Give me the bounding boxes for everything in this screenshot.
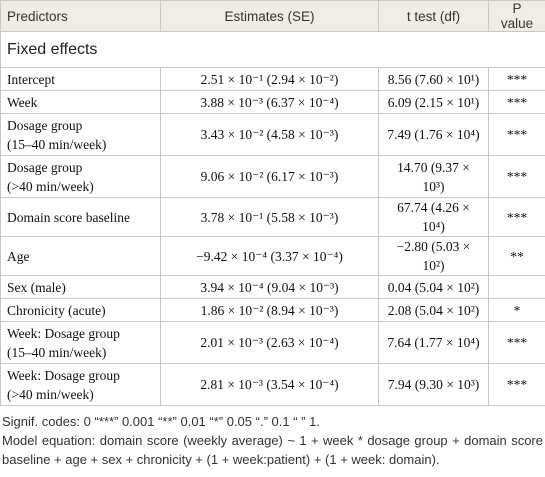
predictor-cell: Week: Dosage group (15–40 min/week) — [0, 321, 161, 364]
t-test-cell: 7.64 (1.77 × 10⁴) — [378, 321, 489, 364]
table-body: Fixed effects Intercept 2.51 × 10⁻¹ (2.94… — [0, 31, 545, 406]
header-cell: P value — [488, 0, 545, 32]
table-row: Age −9.42 × 10⁻⁴ (3.37 × 10⁻⁴) −2.80 (5.03… — [0, 236, 545, 276]
table-row: Dosage group (15–40 min/week) 3.43 × 10⁻²… — [0, 113, 545, 156]
predictor-cell: Sex (male) — [0, 275, 161, 299]
t-test-cell: 7.49 (1.76 × 10⁴) — [378, 113, 489, 156]
estimate-cell: 3.43 × 10⁻² (4.58 × 10⁻³) — [160, 113, 379, 156]
table-row: Domain score baseline 3.78 × 10⁻¹ (5.58 ×… — [0, 197, 545, 237]
t-test-cell: 2.08 (5.04 × 10²) — [378, 298, 489, 322]
estimate-cell: −9.42 × 10⁻⁴ (3.37 × 10⁻⁴) — [160, 236, 379, 276]
estimate-cell: 3.88 × 10⁻³ (6.37 × 10⁻⁴) — [160, 90, 379, 114]
p-value-cell: *** — [488, 321, 545, 364]
footnote: Model equation: domain score (weekly ave… — [2, 433, 543, 467]
footnote: Signif. codes: 0 “***” 0.001 “**” 0.01 “… — [2, 414, 320, 429]
predictor-cell: Chronicity (acute) — [0, 298, 161, 322]
estimate-cell: 3.78 × 10⁻¹ (5.58 × 10⁻³) — [160, 197, 379, 237]
p-value-cell: *** — [488, 155, 545, 198]
estimate-cell: 2.81 × 10⁻³ (3.54 × 10⁻⁴) — [160, 363, 379, 406]
t-test-cell: 7.94 (9.30 × 10³) — [378, 363, 489, 406]
estimate-cell: 2.51 × 10⁻¹ (2.94 × 10⁻²) — [160, 67, 379, 91]
p-value-cell: * — [488, 298, 545, 322]
results-table: Predictors Estimates (SE) t test (df) P val… — [0, 0, 545, 406]
table-row: Sex (male) 3.94 × 10⁻⁴ (9.04 × 10⁻³) 0.04 … — [0, 275, 545, 299]
predictor-cell: Intercept — [0, 67, 161, 91]
p-value-cell: ** — [488, 236, 545, 276]
p-value-cell — [488, 275, 545, 299]
section-row: Fixed effects — [0, 31, 545, 68]
t-test-cell: 8.56 (7.60 × 10¹) — [378, 67, 489, 91]
t-test-cell: 14.70 (9.37 × 10³) — [378, 155, 489, 198]
header-row: Predictors Estimates (SE) t test (df) P val… — [0, 0, 545, 32]
p-value-cell: *** — [488, 363, 545, 406]
p-value-cell: *** — [488, 90, 545, 114]
table-row: Week: Dosage group (>40 min/week) 2.81 × … — [0, 363, 545, 406]
table-row: Week 3.88 × 10⁻³ (6.37 × 10⁻⁴) 6.09 (2.15 … — [0, 90, 545, 114]
header-cell: Predictors — [0, 0, 161, 32]
estimate-cell: 1.86 × 10⁻² (8.94 × 10⁻³) — [160, 298, 379, 322]
p-value-cell: *** — [488, 197, 545, 237]
table-row: Intercept 2.51 × 10⁻¹ (2.94 × 10⁻²) 8.56 (… — [0, 67, 545, 91]
table-row: Dosage group (>40 min/week) 9.06 × 10⁻² (… — [0, 155, 545, 198]
t-test-cell: 67.74 (4.26 × 10⁴) — [378, 197, 489, 237]
p-value-cell: *** — [488, 67, 545, 91]
t-test-cell: −2.80 (5.03 × 10²) — [378, 236, 489, 276]
header-cell: Estimates (SE) — [160, 0, 379, 32]
predictor-cell: Dosage group (>40 min/week) — [0, 155, 161, 198]
predictor-cell: Age — [0, 236, 161, 276]
estimate-cell: 3.94 × 10⁻⁴ (9.04 × 10⁻³) — [160, 275, 379, 299]
predictor-cell: Week: Dosage group (>40 min/week) — [0, 363, 161, 406]
estimate-cell: 9.06 × 10⁻² (6.17 × 10⁻³) — [160, 155, 379, 198]
header-cell: t test (df) — [378, 0, 489, 32]
table-row: Week: Dosage group (15–40 min/week) 2.01 … — [0, 321, 545, 364]
t-test-cell: 6.09 (2.15 × 10¹) — [378, 90, 489, 114]
footnotes: Signif. codes: 0 “***” 0.001 “**” 0.01 “… — [2, 412, 543, 469]
estimate-cell: 2.01 × 10⁻³ (2.63 × 10⁻⁴) — [160, 321, 379, 364]
section-label: Fixed effects — [0, 31, 545, 68]
table-row: Chronicity (acute) 1.86 × 10⁻² (8.94 × 10… — [0, 298, 545, 322]
t-test-cell: 0.04 (5.04 × 10²) — [378, 275, 489, 299]
predictor-cell: Week — [0, 90, 161, 114]
p-value-cell: *** — [488, 113, 545, 156]
predictor-cell: Domain score baseline — [0, 197, 161, 237]
predictor-cell: Dosage group (15–40 min/week) — [0, 113, 161, 156]
